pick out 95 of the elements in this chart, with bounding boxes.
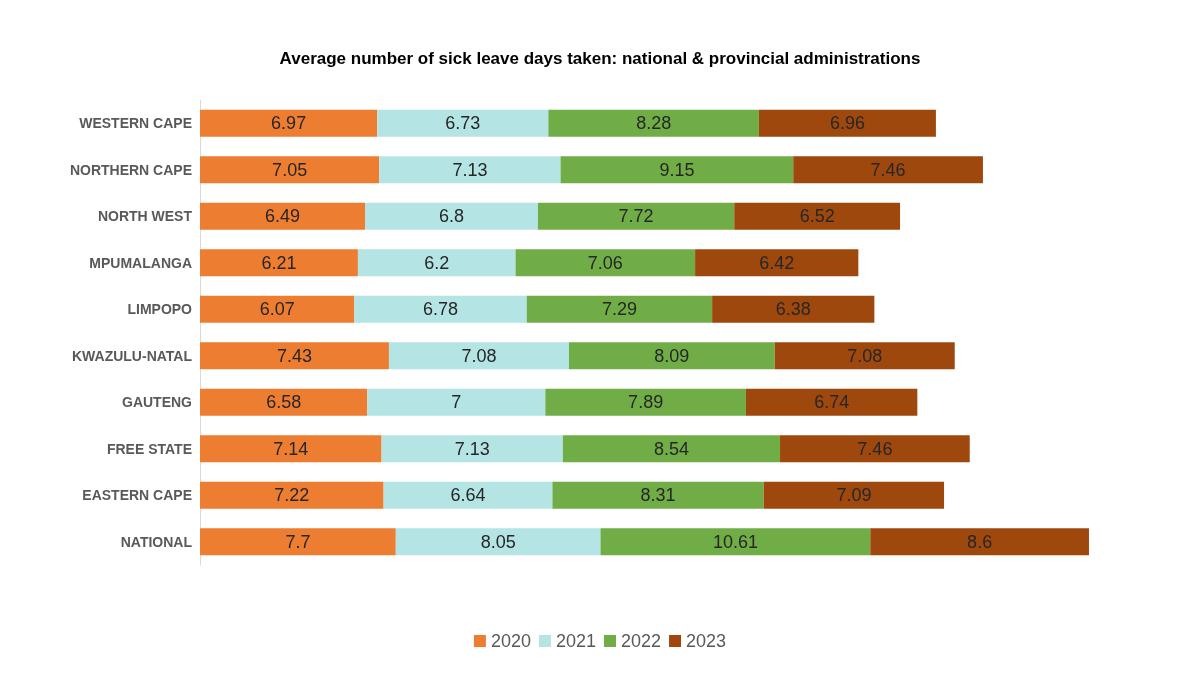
bar <box>537 202 735 230</box>
bar <box>568 342 775 370</box>
data-label: 8.28 <box>636 113 672 134</box>
bar <box>200 435 382 463</box>
bar <box>562 435 781 463</box>
y-tick-label: FREE STATE <box>106 440 192 457</box>
bar <box>200 156 380 184</box>
bar <box>357 249 516 277</box>
bar <box>774 342 955 370</box>
bar <box>383 481 553 509</box>
data-label: 7.13 <box>454 438 490 459</box>
data-label: 7.22 <box>274 485 310 506</box>
bar <box>745 388 918 416</box>
y-tick-label: NATIONAL <box>120 533 193 550</box>
bar <box>200 388 368 416</box>
data-label: 7.43 <box>276 345 312 366</box>
y-tick-label: WESTERN CAPE <box>79 115 192 132</box>
data-label: 9.15 <box>659 159 695 180</box>
data-label: 8.31 <box>640 485 676 506</box>
data-label: 7.72 <box>618 206 654 227</box>
bar <box>379 156 561 184</box>
bar <box>600 528 871 556</box>
bar <box>367 388 546 416</box>
data-label: 6.8 <box>438 206 464 227</box>
data-label: 6.74 <box>814 392 850 413</box>
data-label: 7.7 <box>285 531 311 552</box>
data-label: 6.64 <box>450 485 486 506</box>
legend-label: 2020 <box>490 631 531 651</box>
data-label: 8.09 <box>654 345 690 366</box>
data-label: 6.96 <box>829 113 865 134</box>
legend-label: 2022 <box>621 631 662 651</box>
y-tick-label: KWAZULU-NATAL <box>71 347 193 364</box>
data-label: 6.38 <box>775 299 811 320</box>
bar <box>200 249 358 277</box>
data-label: 7 <box>451 392 462 413</box>
bar <box>515 249 696 277</box>
data-label: 7.09 <box>836 485 872 506</box>
y-tick-label: EASTERN CAPE <box>82 487 192 504</box>
bar <box>870 528 1089 556</box>
data-label: 6.07 <box>259 299 295 320</box>
bar <box>695 249 859 277</box>
bar <box>734 202 901 230</box>
bar <box>365 202 538 230</box>
data-label: 7.13 <box>452 159 488 180</box>
bar <box>200 202 366 230</box>
data-label: 7.29 <box>601 299 637 320</box>
data-label: 7.89 <box>628 392 664 413</box>
bar <box>758 109 936 137</box>
data-label: 7.05 <box>272 159 308 180</box>
y-tick-label: NORTHERN CAPE <box>69 161 192 178</box>
data-label: 6.97 <box>271 113 307 134</box>
bar <box>763 481 945 509</box>
data-label: 6.78 <box>423 299 459 320</box>
bar <box>793 156 983 184</box>
data-label: 6.73 <box>445 113 481 134</box>
data-label: 6.52 <box>799 206 835 227</box>
data-label: 7.08 <box>847 345 883 366</box>
data-label: 7.46 <box>870 159 906 180</box>
bar <box>712 295 875 323</box>
y-tick-label: NORTH WEST <box>97 208 193 225</box>
data-label: 10.61 <box>712 531 758 552</box>
bar <box>200 481 384 509</box>
data-label: 8.05 <box>480 531 516 552</box>
data-label: 7.46 <box>857 438 893 459</box>
y-tick-label: MPUMALANGA <box>89 254 192 271</box>
chart-title: Average number of sick leave days taken: national & provincial administrations <box>279 48 921 68</box>
data-label: 7.14 <box>273 438 309 459</box>
bar <box>552 481 764 509</box>
bar <box>200 295 355 323</box>
bar <box>354 295 527 323</box>
bar <box>545 388 746 416</box>
y-tick-label: LIMPOPO <box>127 301 193 318</box>
data-label: 8.6 <box>967 531 993 552</box>
bar <box>780 435 970 463</box>
bar <box>388 342 569 370</box>
bar <box>526 295 713 323</box>
bar <box>377 109 549 137</box>
data-label: 6.49 <box>264 206 301 227</box>
data-label: 6.42 <box>759 252 795 273</box>
bar <box>200 109 378 137</box>
y-tick-label: GAUTENG <box>122 394 193 411</box>
bar <box>200 342 389 370</box>
bar <box>381 435 563 463</box>
legend-label: 2023 <box>686 631 727 651</box>
data-label: 7.06 <box>587 252 623 273</box>
bar <box>560 156 794 184</box>
bar <box>548 109 759 137</box>
data-label: 8.54 <box>653 438 689 459</box>
data-label: 7.08 <box>461 345 497 366</box>
data-label: 6.2 <box>424 252 450 273</box>
data-label: 6.21 <box>261 252 297 273</box>
legend-label: 2021 <box>555 631 596 651</box>
bar <box>200 528 396 556</box>
data-label: 6.58 <box>266 392 302 413</box>
bar <box>395 528 601 556</box>
